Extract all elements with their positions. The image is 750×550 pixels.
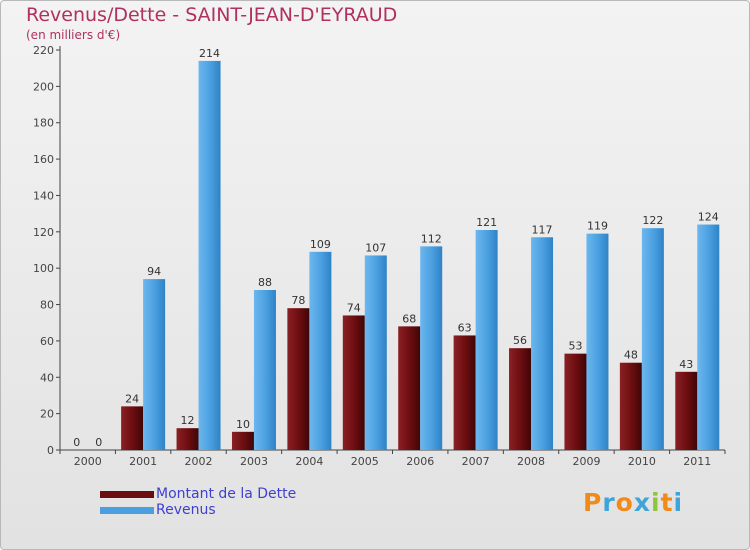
y-tick-label: 100 [33, 262, 54, 275]
y-tick-label: 20 [40, 408, 54, 421]
bar-revenus [697, 224, 720, 450]
data-label-debt: 56 [513, 334, 527, 347]
bar-debt [176, 428, 199, 450]
data-label-revenus: 119 [587, 220, 608, 233]
x-tick-label: 2011 [683, 455, 711, 468]
x-tick-label: 2004 [295, 455, 323, 468]
data-label-debt: 10 [236, 418, 250, 431]
bar-revenus [531, 237, 554, 450]
x-tick-label: 2007 [462, 455, 490, 468]
data-label-revenus: 88 [258, 276, 272, 289]
data-label-revenus: 0 [95, 436, 102, 449]
bar-revenus [143, 279, 166, 450]
data-label-revenus: 109 [310, 238, 331, 251]
x-tick-label: 2006 [406, 455, 434, 468]
x-tick-label: 2001 [129, 455, 157, 468]
bar-debt [619, 362, 642, 450]
data-label-debt: 12 [181, 414, 195, 427]
bar-debt [121, 406, 144, 450]
logo-letter: P [583, 488, 603, 517]
data-label-revenus: 107 [365, 241, 386, 254]
x-tick-label: 2000 [74, 455, 102, 468]
bar-revenus [253, 290, 276, 450]
logo-letter: i [673, 488, 684, 517]
y-tick-label: 0 [47, 444, 54, 457]
y-tick-label: 160 [33, 153, 54, 166]
proxiti-logo: Proxiti [583, 488, 683, 517]
legend-item-revenus: Revenus [100, 502, 296, 518]
data-label-debt: 78 [291, 294, 305, 307]
data-label-debt: 0 [73, 436, 80, 449]
bar-debt [287, 308, 310, 450]
data-label-debt: 53 [568, 340, 582, 353]
data-label-revenus: 122 [642, 214, 663, 227]
logo-letter: i [651, 488, 661, 517]
y-tick-label: 140 [33, 189, 54, 202]
bar-debt [231, 431, 254, 450]
chart-title: Revenus/Dette - SAINT-JEAN-D'EYRAUD [26, 4, 398, 26]
data-label-debt: 24 [125, 392, 139, 405]
bar-revenus [641, 228, 664, 450]
bar-debt [453, 335, 476, 450]
y-tick-label: 120 [33, 226, 54, 239]
bar-revenus [586, 233, 609, 450]
data-label-revenus: 117 [532, 223, 553, 236]
bar-debt [509, 348, 532, 450]
data-label-revenus: 121 [476, 216, 497, 229]
y-tick-label: 220 [33, 44, 54, 57]
x-tick-label: 2010 [628, 455, 656, 468]
data-label-debt: 68 [402, 312, 416, 325]
data-label-debt: 48 [624, 349, 638, 362]
logo-letter: t [660, 488, 674, 517]
x-tick-label: 2008 [517, 455, 545, 468]
legend: Montant de la Dette Revenus [100, 486, 296, 518]
logo-letter: o [615, 488, 634, 517]
legend-swatch-revenus [100, 506, 154, 514]
bar-revenus [420, 246, 443, 450]
bar-revenus [309, 251, 332, 450]
y-tick-label: 60 [40, 335, 54, 348]
legend-label-revenus: Revenus [156, 502, 216, 518]
bar-debt [398, 326, 421, 450]
bar-debt [342, 315, 365, 450]
y-tick-label: 200 [33, 80, 54, 93]
bar-debt [564, 353, 587, 450]
y-tick-label: 40 [40, 371, 54, 384]
data-label-revenus: 124 [698, 211, 719, 224]
x-tick-label: 2003 [240, 455, 268, 468]
legend-swatch-debt [100, 490, 154, 498]
chart-subtitle: (en milliers d'€) [26, 28, 121, 42]
data-label-debt: 74 [347, 301, 361, 314]
legend-label-debt: Montant de la Dette [156, 486, 297, 502]
bar-debt [675, 371, 698, 450]
bar-revenus [475, 230, 498, 450]
data-label-debt: 63 [458, 321, 472, 334]
logo-letter: r [602, 488, 616, 517]
logo-letter: x [633, 488, 651, 517]
x-tick-label: 2009 [572, 455, 600, 468]
x-tick-label: 2002 [185, 455, 213, 468]
data-label-revenus: 94 [147, 265, 161, 278]
bar-revenus [364, 255, 387, 450]
data-label-debt: 43 [679, 358, 693, 371]
legend-item-debt: Montant de la Dette [100, 486, 296, 502]
bar-revenus [198, 60, 221, 451]
x-tick-label: 2005 [351, 455, 379, 468]
y-tick-label: 180 [33, 117, 54, 130]
y-tick-label: 80 [40, 299, 54, 312]
data-label-revenus: 214 [199, 47, 220, 60]
data-label-revenus: 112 [421, 232, 442, 245]
